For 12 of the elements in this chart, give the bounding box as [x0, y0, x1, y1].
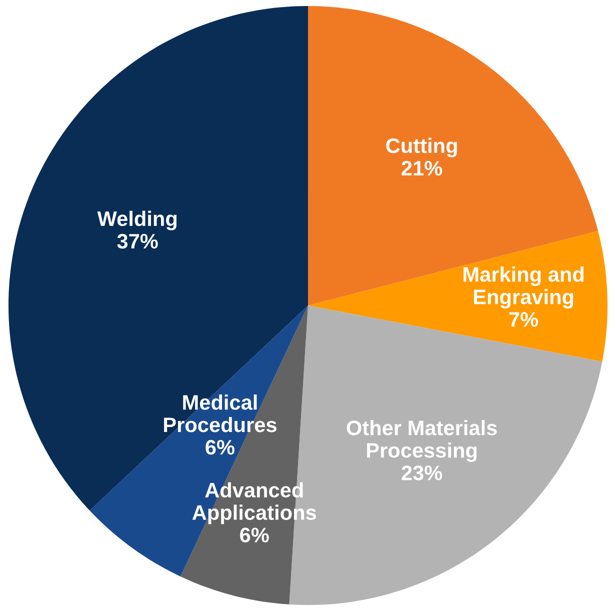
- data-label: 6%: [206, 440, 234, 455]
- slice-label: Advanced Applications: [192, 482, 316, 524]
- data-label: 37%: [117, 234, 158, 249]
- data-label: 6%: [240, 528, 269, 542]
- data-label: 21%: [402, 160, 442, 176]
- slice-label: Other Materials Processing: [346, 420, 497, 462]
- slice-label: Cutting: [386, 138, 457, 158]
- data-label: 7%: [509, 312, 538, 327]
- data-label: 23%: [402, 466, 442, 480]
- slice-label: Welding: [97, 210, 177, 230]
- slice-label: Marking and Engraving: [464, 266, 584, 309]
- slice-label: Medical Procedures: [164, 394, 276, 432]
